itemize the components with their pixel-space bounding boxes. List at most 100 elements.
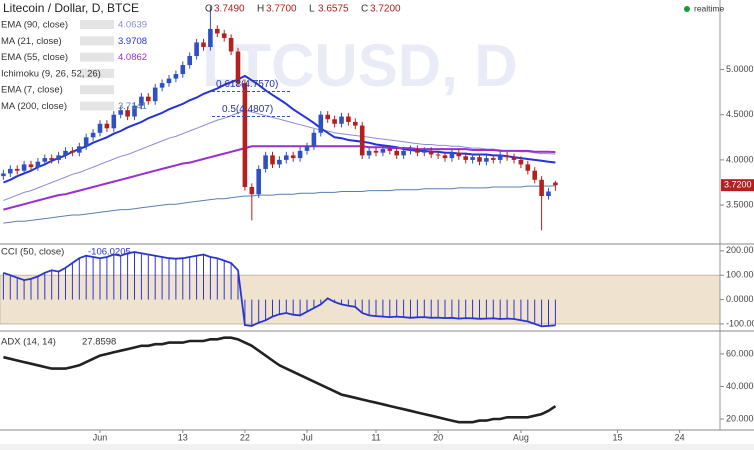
y-tick-label: 60.0000 (726, 348, 754, 358)
legend-value: 27.8598 (82, 337, 116, 348)
candle-body (415, 149, 420, 153)
last-price-label: 3.7200 (724, 180, 752, 190)
candle-body (284, 155, 289, 160)
candle-body (539, 179, 544, 197)
moving-average-line (3, 109, 556, 201)
candle-body (435, 154, 441, 156)
status-strip (0, 444, 754, 450)
legend-name: EMA (90, close) (1, 20, 68, 31)
candle-body (56, 155, 61, 160)
candle-body (546, 191, 551, 197)
candle-body (104, 123, 110, 129)
x-tick-label: 24 (675, 432, 685, 442)
watermark: LTCUSD, D (202, 32, 518, 99)
y-tick-label: 200.0000 (726, 245, 754, 255)
candle-body (422, 150, 427, 153)
candle-body (394, 150, 399, 156)
ohlc-key: O (205, 4, 213, 15)
candle-body (249, 186, 255, 195)
candle-body (42, 158, 48, 162)
y-tick-label: -100.0000 (726, 318, 754, 328)
candle-body (159, 83, 165, 88)
candle-body (532, 170, 537, 180)
candle-body (187, 56, 192, 66)
candle-body (449, 152, 455, 159)
candle-body (511, 157, 517, 160)
x-tick-label: Jul (301, 432, 313, 442)
candle-body (49, 158, 54, 160)
candle-body (504, 155, 510, 158)
candle-body (152, 87, 158, 102)
ohlc-key: H (257, 4, 264, 15)
ohlc-key: C (361, 4, 368, 15)
y-tick-label: 20.0000 (726, 413, 754, 423)
legend-name: CCI (50, close) (1, 247, 64, 258)
moving-average-line (3, 185, 556, 224)
candle-body (353, 121, 358, 126)
candle-body (8, 168, 13, 174)
ohlc-value: 3.7700 (266, 4, 297, 15)
candle-body (270, 155, 275, 165)
candle-body (21, 164, 27, 171)
candle-body (277, 159, 282, 165)
candle-body (125, 110, 130, 117)
candle-body (28, 164, 34, 168)
candle-body (518, 159, 524, 165)
fib-label: 0.618(4.7570) (216, 79, 278, 90)
candle-body (456, 152, 462, 157)
candle-body (318, 114, 324, 133)
candle-body (208, 28, 213, 47)
x-tick-label: 11 (371, 432, 380, 442)
candle-body (139, 96, 144, 106)
legend-name: Ichimoku (9, 26, 52, 26) (1, 68, 101, 79)
candle-body (428, 150, 434, 155)
legend-controls (80, 68, 114, 78)
candle-body (346, 116, 351, 122)
moving-average-line (3, 145, 556, 211)
candle-body (201, 42, 206, 47)
candle-body (146, 96, 151, 102)
candle-body (166, 78, 172, 84)
realtime-label: realtime (694, 3, 725, 13)
legend-name: EMA (55, close) (1, 52, 68, 63)
legend-name: ADX (14, 14) (1, 337, 56, 348)
cci-band (0, 274, 721, 325)
candle-body (387, 149, 393, 151)
candle-body (497, 155, 503, 160)
candle-body (408, 149, 413, 151)
candle-body (235, 51, 241, 84)
candle-body (14, 168, 20, 171)
moving-average-line (3, 74, 556, 184)
y-tick-label: 100.0000 (726, 270, 754, 280)
candle-body (491, 158, 496, 160)
candle-body (332, 119, 337, 124)
candle-body (35, 161, 41, 168)
candle-body (463, 156, 468, 160)
cci-line (3, 251, 556, 328)
legend-controls (80, 101, 114, 111)
fib-label: 0.5(4.4807) (222, 104, 273, 115)
candle-body (256, 168, 261, 195)
y-tick-label: 40.0000 (726, 381, 754, 391)
y-tick-label: 3.5000 (726, 199, 754, 209)
legend-controls (80, 20, 114, 29)
candle-body (194, 42, 199, 57)
candle-body (1, 173, 6, 177)
candle-body (373, 150, 379, 153)
candle-body (311, 132, 317, 147)
legend-name: MA (200, close) (1, 101, 67, 112)
candle-body (97, 123, 103, 133)
candle-body (470, 157, 475, 160)
candle-body (132, 105, 137, 117)
candle-body (297, 150, 303, 159)
legend-value: 4.0639 (118, 20, 147, 31)
ohlc-value: 3.7200 (370, 4, 401, 15)
candle-body (228, 37, 234, 52)
candle-body (215, 28, 220, 34)
candle-body (442, 155, 448, 159)
y-tick-label: 5.0000 (726, 64, 754, 74)
candle-body (477, 157, 482, 162)
ohlc-value: 3.6575 (318, 4, 349, 15)
